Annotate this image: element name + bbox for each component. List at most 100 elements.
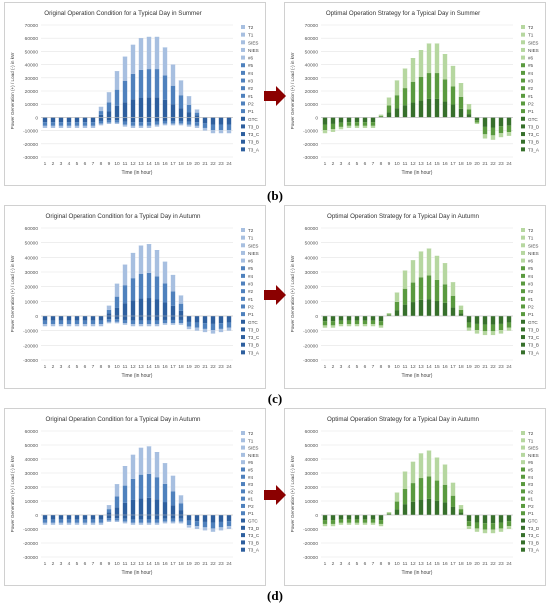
legend-label: T3_C — [248, 335, 260, 340]
bar-positive-segment — [458, 108, 464, 118]
bar-cap — [122, 264, 128, 266]
y-tick-label: -20000 — [303, 142, 318, 148]
bar-negative-segment — [170, 316, 176, 320]
bar-negative-segment — [138, 515, 144, 520]
bar-positive-segment — [410, 501, 416, 515]
bar-negative-segment — [178, 515, 184, 519]
bar-negative-segment — [138, 320, 144, 325]
bar-negative-segment — [178, 120, 184, 124]
x-tick-label: 8 — [380, 161, 383, 167]
bar-positive-segment — [146, 69, 152, 98]
bar-negative-segment — [362, 316, 368, 321]
x-tick-label: 4 — [348, 561, 351, 567]
x-tick-label: 8 — [380, 364, 383, 370]
x-tick-label: 10 — [394, 364, 400, 370]
bar-negative-segment — [114, 321, 120, 324]
bar-negative-segment — [42, 117, 48, 123]
y-axis-label: Power Generation (+) / Load (-) in kW — [290, 255, 295, 332]
bar-negative-segment — [114, 518, 120, 521]
legend-label: T3_D — [248, 124, 260, 129]
x-tick-label: 6 — [364, 161, 367, 167]
legend-swatch — [521, 431, 525, 435]
x-tick-label: 22 — [490, 561, 496, 567]
legend-label: #1 — [248, 497, 254, 502]
legend-label: T3_B — [528, 140, 539, 145]
x-tick-label: 3 — [60, 561, 63, 567]
legend-swatch — [521, 533, 525, 538]
legend-label: SIES — [248, 446, 258, 451]
chart-optimal-autumn-c: Optimal Operation Strategy for a Typical… — [284, 205, 546, 389]
bar-positive-segment — [106, 512, 112, 515]
bar-negative-segment — [50, 122, 56, 126]
legend-swatch — [521, 147, 525, 152]
legend-swatch — [241, 124, 245, 129]
legend-label: #5 — [528, 266, 534, 271]
bar-negative-segment — [90, 519, 96, 523]
bar-positive-segment — [450, 482, 456, 496]
y-tick-label: 50000 — [305, 241, 319, 247]
bar-negative-segment — [66, 122, 72, 126]
bar-positive-segment — [442, 263, 448, 285]
y-tick-label: -20000 — [23, 142, 38, 148]
bar-negative-segment — [506, 515, 512, 522]
bar-negative-segment — [218, 328, 224, 333]
x-tick-label: 24 — [506, 161, 512, 167]
legend-label: T3_A — [528, 548, 540, 553]
bar-negative-segment — [506, 327, 512, 331]
bar-positive-segment — [170, 305, 176, 316]
bar-positive-segment — [178, 495, 184, 504]
x-tick-label: 9 — [388, 561, 391, 567]
legend-label: #3 — [248, 79, 254, 84]
bar-positive-segment — [458, 309, 464, 314]
bar-negative-segment — [186, 520, 192, 526]
x-tick-label: 17 — [170, 364, 176, 370]
legend-label: P1 — [528, 511, 534, 516]
bar-negative-segment — [58, 122, 64, 126]
bar-negative-segment — [506, 316, 512, 323]
bar-negative-segment — [50, 320, 56, 325]
x-tick-label: 19 — [186, 161, 192, 167]
bar-negative-segment — [186, 316, 192, 322]
bar-negative-segment — [378, 321, 384, 326]
bar-negative-segment — [98, 320, 104, 325]
legend-swatch — [521, 482, 525, 487]
bar-cap — [178, 295, 184, 297]
bar-cap — [394, 292, 400, 294]
chart-title: Optimal Operation Strategy for a Typical… — [327, 416, 479, 423]
x-tick-label: 21 — [202, 161, 208, 167]
bar-negative-segment — [226, 316, 232, 323]
x-tick-label: 14 — [146, 561, 152, 567]
legend-label: NIES — [528, 251, 539, 256]
bar-negative-segment — [162, 518, 168, 522]
legend-label: #4 — [248, 274, 254, 279]
x-tick-label: 1 — [324, 161, 327, 167]
legend-swatch — [521, 518, 525, 523]
x-axis-label: Time (in hour) — [402, 170, 433, 176]
y-tick-label: 60000 — [305, 429, 319, 435]
bar-negative-segment — [202, 127, 208, 131]
bar-cap — [434, 43, 440, 45]
y-tick-label: -30000 — [23, 155, 38, 161]
bar-cap — [162, 261, 168, 263]
bar-negative-segment — [58, 522, 64, 525]
bar-positive-segment — [98, 114, 104, 118]
legend-label: GTC — [248, 320, 258, 325]
bar-positive-segment — [162, 302, 168, 316]
bar-negative-segment — [346, 320, 352, 325]
bar-positive-segment — [138, 273, 144, 299]
bar-negative-segment — [66, 519, 72, 523]
bar-negative-segment — [154, 316, 160, 321]
legend-label: #6 — [528, 56, 534, 61]
bar-negative-segment — [66, 515, 72, 520]
bar-negative-segment — [498, 133, 504, 138]
y-tick-label: 50000 — [305, 49, 319, 55]
bar-negative-segment — [154, 117, 160, 122]
x-tick-label: 7 — [372, 561, 375, 567]
x-tick-label: 23 — [218, 561, 224, 567]
x-tick-label: 18 — [458, 161, 464, 167]
legend-label: T3_D — [248, 526, 260, 531]
legend-swatch — [521, 235, 525, 240]
bar-negative-segment — [482, 515, 488, 524]
bar-negative-segment — [498, 316, 504, 324]
bar-cap — [170, 64, 176, 66]
